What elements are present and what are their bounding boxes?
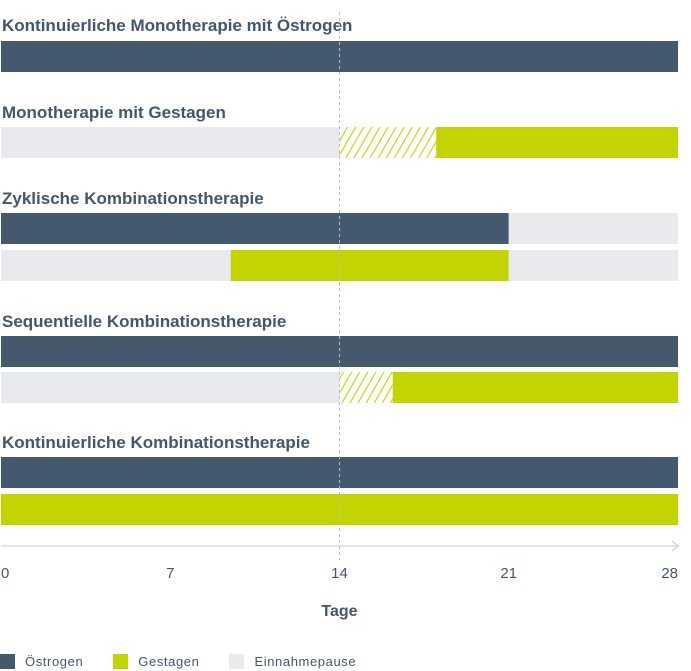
bar-segment-pause <box>508 250 678 281</box>
bar-segment-gestagen <box>392 372 678 403</box>
group-title: Monotherapie mit Gestagen <box>2 103 226 122</box>
x-tick-label: 21 <box>500 565 517 582</box>
group-title: Kontinuierliche Kombinationstherapie <box>2 433 310 452</box>
legend-swatch <box>229 654 245 669</box>
x-tick-label: 14 <box>331 565 348 582</box>
group-title: Zyklische Kombinationstherapie <box>2 189 264 208</box>
bar-segment-gestagen <box>230 250 509 281</box>
legend-item-pause: Einnahmepause <box>229 654 356 669</box>
legend-label: Einnahmepause <box>254 654 357 669</box>
bar-segment-oestrogen <box>1 213 509 244</box>
legend: Östrogen Gestagen Einnahmepause <box>0 652 386 671</box>
bar-segment-gestagen-optional <box>339 372 393 403</box>
legend-swatch <box>0 654 15 669</box>
x-tick-label: 0 <box>1 565 9 582</box>
x-tick-label: 28 <box>661 565 678 582</box>
legend-item-oestrogen: Östrogen <box>0 654 83 669</box>
bar-segment-pause <box>1 127 340 158</box>
bar-segment-gestagen <box>436 127 678 158</box>
group-titles: Kontinuierliche Monotherapie mit Östroge… <box>2 16 352 452</box>
group-title: Kontinuierliche Monotherapie mit Östroge… <box>2 16 352 35</box>
x-axis-label: Tage <box>321 603 357 620</box>
bar-segment-gestagen-optional <box>339 127 437 158</box>
therapy-timeline-chart: Kontinuierliche Monotherapie mit Östroge… <box>1 12 679 620</box>
x-tick-label: 7 <box>166 565 174 582</box>
group-title: Sequentielle Kombinationstherapie <box>2 312 286 331</box>
bar-segment-pause <box>508 213 678 244</box>
legend-label: Östrogen <box>25 654 84 669</box>
x-axis-arrow-icon <box>671 540 679 552</box>
bar-segment-pause <box>1 250 231 281</box>
legend-item-gestagen: Gestagen <box>113 654 199 669</box>
legend-swatch <box>113 654 129 669</box>
legend-label: Gestagen <box>138 654 200 669</box>
bar-segment-oestrogen <box>1 457 678 488</box>
x-axis: 0 7 14 21 28 Tage <box>1 12 679 620</box>
bar-segment-pause <box>1 372 340 403</box>
